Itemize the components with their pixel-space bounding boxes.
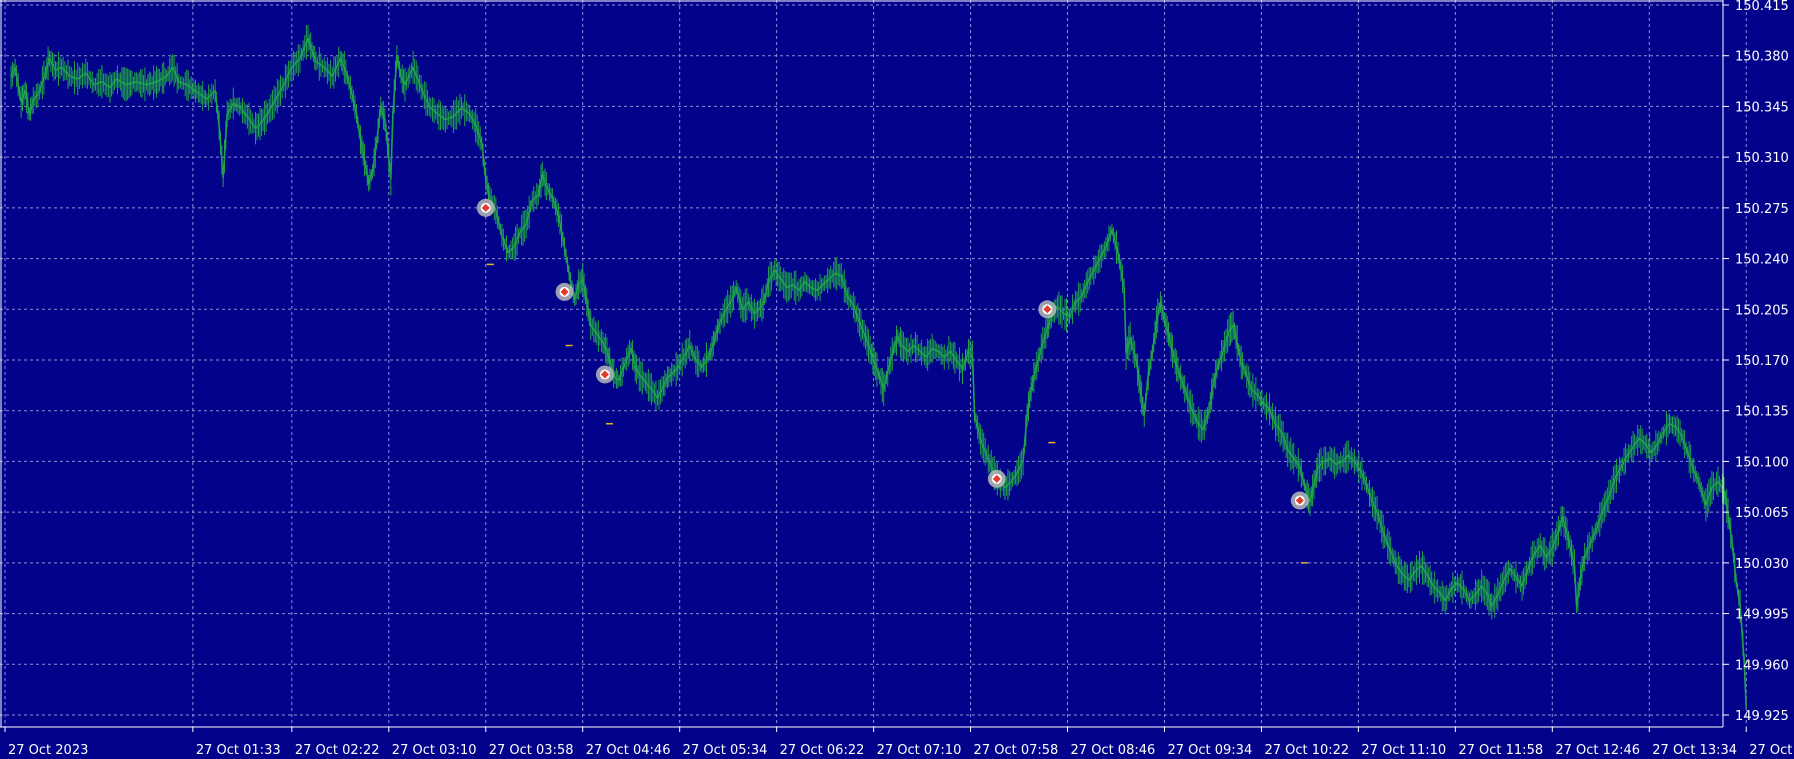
y-tick-label: 150.135 — [1735, 405, 1789, 420]
y-tick-label: 150.065 — [1735, 506, 1789, 521]
x-tick-label: 27 Oct 06:22 — [780, 743, 865, 758]
y-tick-label: 149.925 — [1735, 709, 1789, 724]
x-tick-label: 27 Oct 03:10 — [392, 743, 477, 758]
x-tick-label: 27 Oct 11:58 — [1458, 743, 1543, 758]
trade-entry-marker — [1290, 491, 1309, 510]
price-series — [10, 24, 1747, 708]
y-tick-label: 150.205 — [1735, 303, 1789, 318]
x-tick-label: 27 Oct 02:22 — [295, 743, 380, 758]
x-tick-label: 27 Oct 08:46 — [1071, 743, 1156, 758]
marker-diamond — [600, 370, 609, 379]
trade-entry-marker — [1038, 300, 1057, 319]
x-tick-label: 27 Oct 13:34 — [1652, 743, 1737, 758]
x-tick-label: 27 Oct 04:46 — [586, 743, 671, 758]
x-tick-label: 27 Oct 07:58 — [974, 743, 1059, 758]
marker-diamond — [992, 474, 1001, 483]
trade-entry-marker — [476, 198, 495, 217]
trade-entry-marker — [987, 469, 1006, 488]
marker-diamond — [481, 203, 490, 212]
trade-entry-marker — [555, 282, 574, 301]
grid — [0, 0, 1747, 727]
y-tick-label: 149.960 — [1735, 658, 1789, 673]
marker-diamond — [560, 287, 569, 296]
y-tick-label: 150.030 — [1735, 557, 1789, 572]
marker-diamond — [1043, 305, 1052, 314]
x-tick-label: 27 Oct 09:34 — [1167, 743, 1252, 758]
y-tick-label: 150.310 — [1735, 151, 1789, 166]
y-tick-label: 149.995 — [1735, 608, 1789, 623]
marker-diamond — [1295, 496, 1304, 505]
x-tick-label: 27 Oct 14:22 — [1749, 743, 1794, 758]
x-tick-label: 27 Oct 12:46 — [1555, 743, 1640, 758]
y-tick-label: 150.275 — [1735, 202, 1789, 217]
y-tick-label: 150.170 — [1735, 354, 1789, 369]
y-tick-label: 150.415 — [1735, 0, 1789, 14]
trade-markers — [476, 198, 1309, 564]
y-tick-label: 150.345 — [1735, 100, 1789, 115]
x-tick-label: 27 Oct 05:34 — [683, 743, 768, 758]
x-tick-label: 27 Oct 01:33 — [196, 743, 281, 758]
y-tick-label: 150.240 — [1735, 253, 1789, 268]
x-tick-label: 27 Oct 2023 — [8, 743, 88, 758]
x-tick-label: 27 Oct 11:10 — [1361, 743, 1446, 758]
trade-entry-marker — [595, 365, 614, 384]
y-tick-label: 150.380 — [1735, 50, 1789, 65]
x-tick-label: 27 Oct 07:10 — [877, 743, 962, 758]
x-tick-label: 27 Oct 10:22 — [1264, 743, 1349, 758]
y-tick-label: 150.100 — [1735, 455, 1789, 470]
x-tick-label: 27 Oct 03:58 — [489, 743, 574, 758]
